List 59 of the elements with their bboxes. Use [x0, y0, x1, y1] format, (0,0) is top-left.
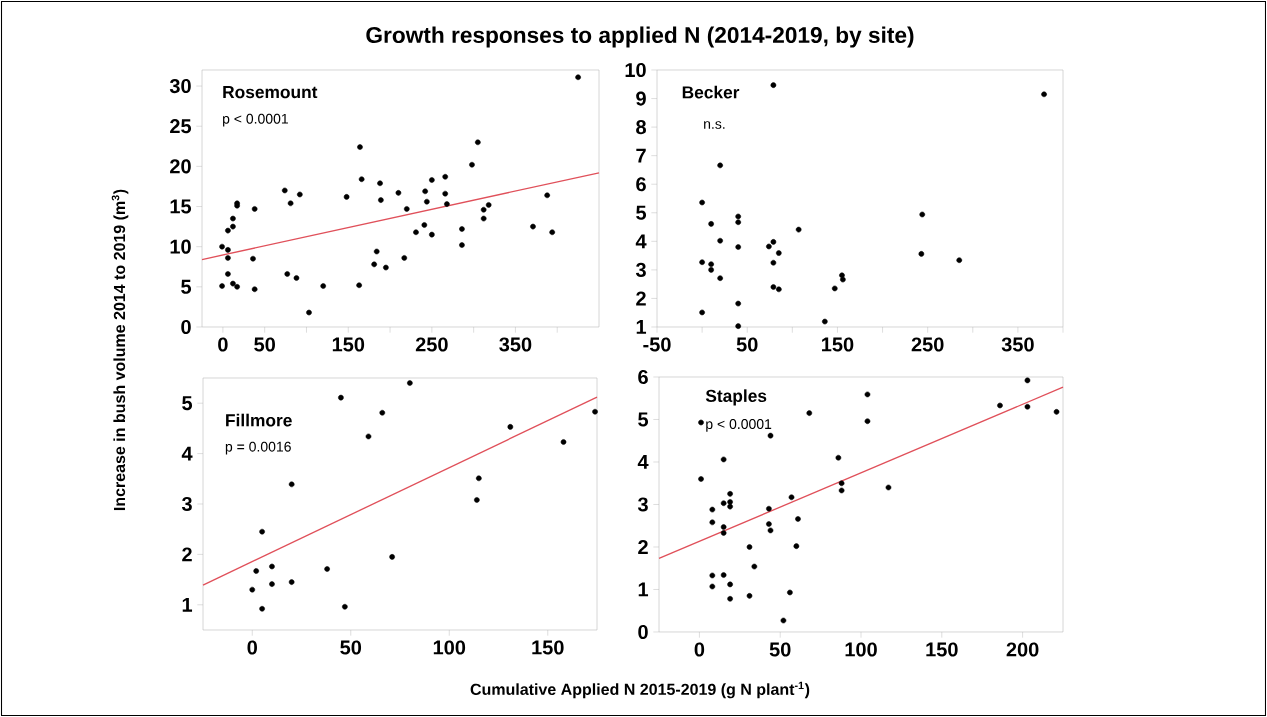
- annotation: Becker: [682, 85, 740, 99]
- x-tick-label: 350: [499, 337, 532, 352]
- y-tick-label: 8: [636, 120, 646, 135]
- x-tick-label: 50: [769, 642, 791, 657]
- x-tick-label: 50: [340, 640, 362, 655]
- x-tick-label: 50: [736, 337, 758, 352]
- y-tick-label: 4: [635, 234, 647, 249]
- x-tick-label: 150: [926, 642, 958, 657]
- y-tick-label: 2: [638, 540, 648, 554]
- y-tick-label: 1: [636, 320, 647, 334]
- annotation: n.s.: [704, 121, 725, 129]
- y-tick-label: 6: [638, 369, 648, 385]
- y-tick-label: 20: [170, 159, 191, 174]
- y-tick-label: 3: [637, 497, 648, 512]
- y-tick-label: 5: [181, 279, 192, 294]
- x-tick-label: 100: [845, 642, 877, 657]
- x-tick-label: 350: [1001, 337, 1034, 352]
- annotation: p < 0.0001: [223, 113, 288, 127]
- x-tick-label: 250: [911, 337, 944, 352]
- y-tick-label: 10: [625, 62, 646, 78]
- x-tick-label: -50: [643, 337, 671, 352]
- y-tick-label: 4: [637, 455, 649, 469]
- x-tick-label: 200: [1006, 642, 1039, 657]
- annotation: p = 0.0016: [225, 441, 291, 455]
- annotation: Rosemount: [223, 86, 318, 99]
- annotation: Staples: [705, 389, 767, 406]
- x-tick-label: 150: [332, 337, 365, 352]
- y-tick-label: 1: [638, 582, 649, 597]
- y-tick-label: 25: [170, 119, 192, 134]
- y-tick-label: 3: [181, 496, 192, 512]
- x-tick-label: 250: [415, 337, 448, 352]
- x-tick-label: 0: [247, 640, 257, 655]
- y-tick-label: 3: [635, 262, 646, 277]
- x-tick-label: 50: [254, 337, 275, 352]
- x-axis-title: Cumulative Applied N 2015-2019 (g N plant$^{-1}$): [470, 681, 810, 699]
- y-tick-label: 5: [182, 396, 193, 411]
- annotation: Fillmore: [226, 413, 292, 427]
- y-tick-label: 0: [638, 624, 648, 640]
- y-tick-label: 4: [181, 446, 193, 461]
- x-tick-label: 150: [532, 640, 564, 655]
- y-tick-label: 9: [636, 91, 646, 106]
- y-tick-label: 5: [638, 412, 649, 427]
- x-tick-label: 0: [218, 337, 228, 352]
- chart-title: Growth responses to applied N (2014-2019, by site): [366, 26, 914, 48]
- x-tick-label: 150: [822, 337, 854, 352]
- x-tick-label: 0: [694, 642, 705, 657]
- annotation: p < 0.0001: [706, 419, 772, 432]
- y-tick-label: 30: [169, 78, 191, 94]
- y-tick-label: 6: [636, 177, 646, 192]
- y-axis-title: Increase in bush volume 2014 to 2019 (m$^{3}$): [111, 189, 129, 511]
- y-tick-label: 2: [636, 291, 646, 306]
- y-tick-label: 1: [182, 597, 193, 612]
- y-tick-label: 5: [636, 205, 647, 220]
- y-tick-label: 10: [170, 239, 191, 254]
- y-tick-label: 2: [182, 547, 192, 562]
- x-tick-label: 100: [433, 640, 466, 655]
- y-tick-label: 7: [636, 148, 646, 163]
- y-tick-label: 15: [170, 199, 192, 214]
- y-tick-label: 0: [181, 319, 191, 335]
